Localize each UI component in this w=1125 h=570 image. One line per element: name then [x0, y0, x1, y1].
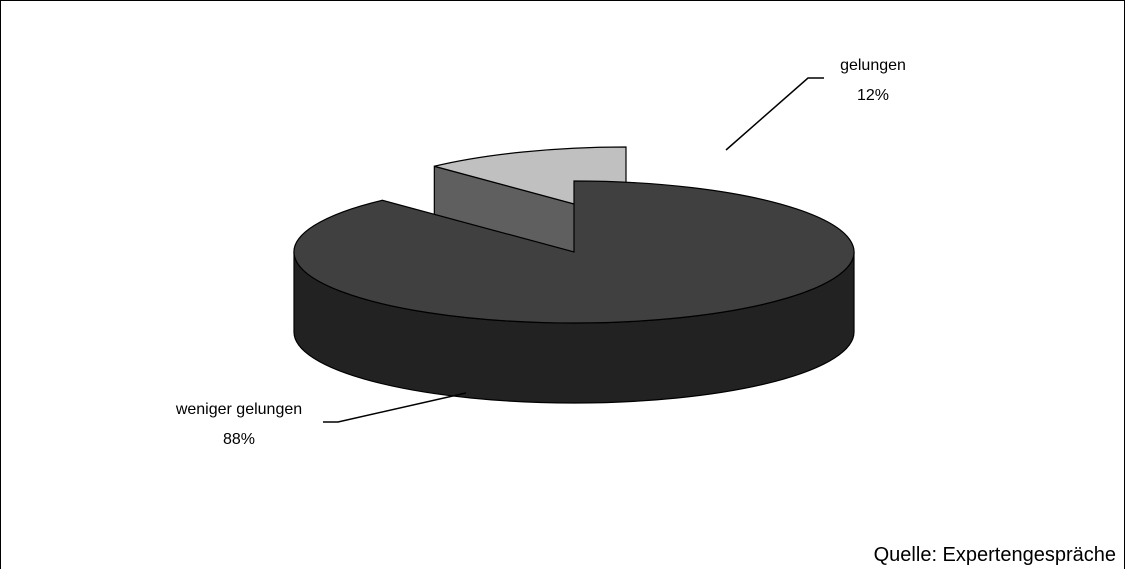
leader-line-gelungen	[725, 77, 824, 151]
leader-line-weniger-gelungen	[323, 392, 467, 423]
source-note: Quelle: Expertengespräche	[873, 544, 1116, 566]
slice-value-gelungen: 12%	[857, 87, 889, 104]
slice-value-weniger-gelungen: 88%	[223, 431, 255, 448]
slice-weniger-gelungen	[293, 180, 855, 324]
slice-label-weniger-gelungen: weniger gelungen	[175, 401, 302, 418]
slice-label-gelungen: gelungen	[840, 57, 906, 74]
